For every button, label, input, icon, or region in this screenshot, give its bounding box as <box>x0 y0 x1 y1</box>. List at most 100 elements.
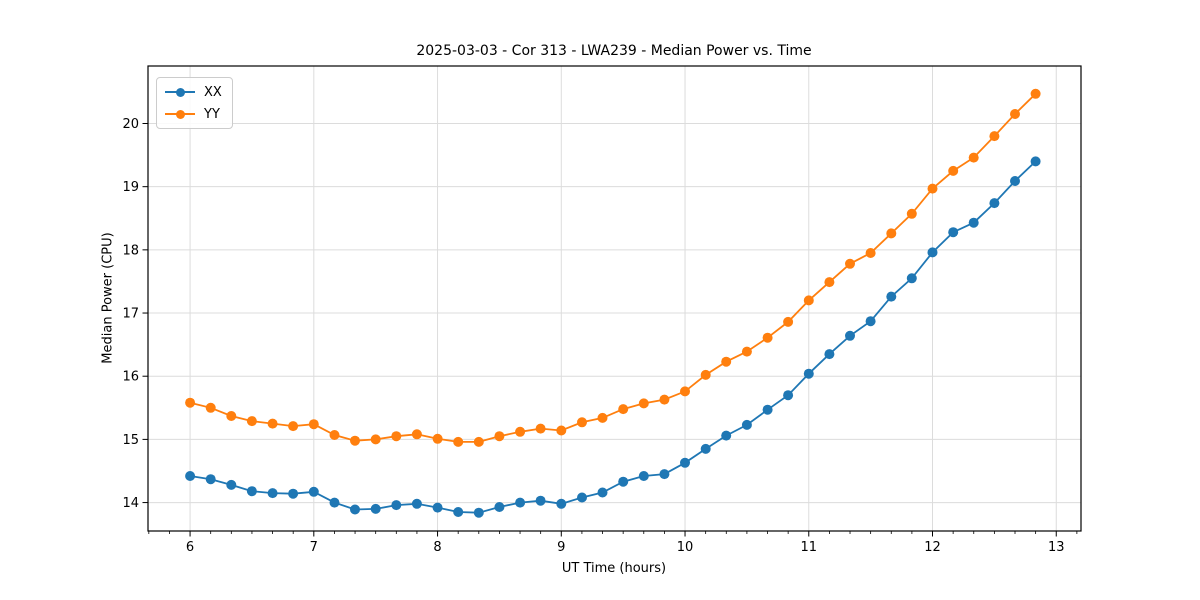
data-point-YY <box>267 418 278 429</box>
legend-marker-YY <box>165 109 195 119</box>
legend-item-XX: XX <box>165 83 222 101</box>
data-point-XX <box>968 217 979 228</box>
series-line-YY <box>189 93 1037 443</box>
x-tick-label: 12 <box>924 540 941 555</box>
data-point-XX <box>783 390 794 401</box>
data-point-XX <box>618 476 629 487</box>
data-point-XX <box>391 500 402 511</box>
legend-item-YY: YY <box>165 105 222 123</box>
data-point-XX <box>494 502 505 512</box>
data-point-XX <box>350 504 360 515</box>
data-point-YY <box>515 426 526 437</box>
data-point-YY <box>391 431 402 442</box>
data-point-YY <box>989 131 1000 142</box>
data-point-YY <box>824 277 835 288</box>
data-point-YY <box>741 346 752 357</box>
data-point-YY <box>535 423 546 434</box>
data-point-YY <box>577 417 587 428</box>
legend: XX YY <box>156 77 233 129</box>
data-point-YY <box>1010 109 1020 119</box>
x-tick-label: 9 <box>557 540 565 555</box>
data-point-XX <box>638 471 649 481</box>
data-point-YY <box>246 416 257 427</box>
data-point-XX <box>824 349 835 360</box>
data-point-XX <box>556 498 567 509</box>
y-tick-label: 17 <box>122 307 139 322</box>
x-tick-label: 13 <box>1048 540 1065 555</box>
data-point-XX <box>370 503 381 514</box>
data-point-YY <box>721 356 732 367</box>
legend-label-YY: YY <box>204 106 220 122</box>
data-point-YY <box>473 436 484 447</box>
data-point-XX <box>288 488 299 499</box>
x-axis-label: UT Time (hours) <box>561 561 667 576</box>
y-axis-label: Median Power (CPU) <box>100 232 116 364</box>
data-point-XX <box>1010 176 1020 186</box>
data-point-XX <box>989 198 1000 209</box>
data-point-XX <box>185 471 196 481</box>
data-point-YY <box>288 421 299 432</box>
data-point-XX <box>308 486 319 497</box>
data-point-YY <box>845 258 855 269</box>
data-point-YY <box>411 429 422 440</box>
data-point-YY <box>597 412 608 423</box>
legend-label-XX: XX <box>204 84 222 100</box>
data-point-YY <box>453 436 464 447</box>
data-point-XX <box>741 419 752 430</box>
data-point-YY <box>205 402 216 413</box>
data-point-YY <box>886 228 897 239</box>
data-point-XX <box>226 479 237 490</box>
x-tick-label: 11 <box>800 540 817 555</box>
data-point-XX <box>453 507 464 517</box>
data-point-YY <box>329 430 340 440</box>
data-point-YY <box>803 295 814 306</box>
data-point-YY <box>432 433 443 444</box>
y-tick-label: 16 <box>122 370 139 385</box>
data-point-YY <box>370 434 381 445</box>
data-point-XX <box>1030 156 1041 167</box>
data-point-YY <box>700 369 711 380</box>
data-point-XX <box>906 273 917 284</box>
legend-marker-XX <box>165 87 195 97</box>
data-point-YY <box>556 425 567 436</box>
data-point-XX <box>577 492 587 503</box>
data-point-XX <box>886 291 897 302</box>
legend-dot <box>176 110 185 119</box>
y-tick-label: 15 <box>122 433 139 448</box>
data-point-YY <box>618 404 629 415</box>
data-point-XX <box>432 502 443 513</box>
data-point-XX <box>803 368 814 379</box>
data-point-XX <box>659 469 670 480</box>
x-tick-label: 8 <box>433 540 441 555</box>
data-point-XX <box>865 316 876 327</box>
data-point-YY <box>865 248 876 258</box>
data-point-YY <box>185 397 196 408</box>
data-point-YY <box>762 332 773 343</box>
data-point-XX <box>267 488 278 499</box>
data-point-XX <box>246 486 257 497</box>
data-point-XX <box>762 404 773 415</box>
data-point-XX <box>721 430 732 441</box>
data-point-XX <box>411 498 422 509</box>
data-point-YY <box>948 165 959 176</box>
y-tick-label: 14 <box>122 496 139 511</box>
plot-border <box>147 65 1082 532</box>
x-tick-label: 7 <box>310 540 318 555</box>
chart-title: 2025-03-03 - Cor 313 - LWA239 - Median P… <box>416 43 812 59</box>
data-point-YY <box>494 431 505 442</box>
data-point-YY <box>350 435 360 446</box>
x-tick-label: 6 <box>186 540 194 555</box>
data-point-XX <box>597 487 608 498</box>
legend-dot <box>176 88 185 97</box>
data-point-YY <box>783 316 794 327</box>
y-tick-label: 20 <box>122 117 139 132</box>
y-tick-label: 19 <box>122 180 139 195</box>
data-point-XX <box>948 227 959 238</box>
y-tick-label: 18 <box>122 243 139 258</box>
data-point-YY <box>226 411 237 421</box>
data-point-YY <box>308 419 319 430</box>
data-point-YY <box>680 386 690 397</box>
data-point-XX <box>680 457 690 468</box>
